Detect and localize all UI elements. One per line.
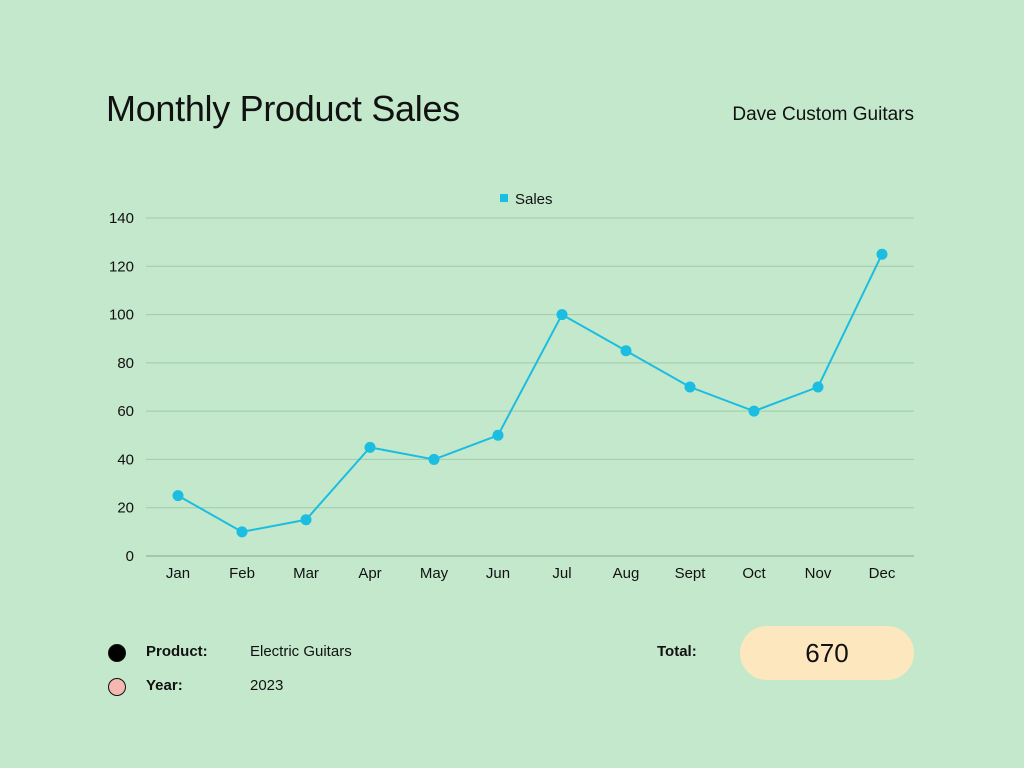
y-tick-label: 120 — [109, 258, 134, 275]
x-tick-label: Jan — [166, 565, 190, 582]
x-tick-label: Jul — [552, 565, 571, 582]
x-tick-label: Nov — [805, 565, 832, 582]
series-sales — [172, 248, 888, 538]
data-point — [748, 405, 760, 417]
y-tick-label: 140 — [109, 210, 134, 227]
chart-grid — [146, 217, 914, 557]
y-tick-label: 80 — [117, 355, 134, 372]
data-point — [620, 345, 632, 357]
x-axis-ticks: Jan Feb Mar Apr May Jun Jul Aug Sept Oct Nov Dec — [166, 565, 896, 582]
product-value: Electric Guitars — [250, 643, 352, 660]
legend-swatch-sales — [500, 194, 508, 202]
y-tick-label: 0 — [126, 548, 134, 565]
series-line-sales — [177, 253, 883, 533]
data-point — [876, 248, 888, 260]
data-point — [684, 381, 696, 393]
x-tick-label: Feb — [229, 565, 255, 582]
total-value-badge: 670 — [740, 626, 914, 680]
x-tick-label: Dec — [869, 565, 896, 582]
x-tick-label: Apr — [358, 565, 381, 582]
y-axis-ticks: 0 20 40 60 80 100 120 140 — [109, 210, 134, 565]
chart-legend: Sales — [500, 191, 553, 208]
total-label: Total: — [657, 643, 697, 660]
year-value: 2023 — [250, 677, 284, 694]
x-tick-label: Sept — [675, 565, 707, 582]
data-point — [492, 429, 504, 441]
x-tick-label: Oct — [742, 565, 766, 582]
company-name: Dave Custom Guitars — [732, 104, 914, 125]
data-point — [812, 381, 824, 393]
year-dot-icon — [108, 678, 126, 696]
y-tick-label: 60 — [117, 403, 134, 420]
x-tick-label: Jun — [486, 565, 510, 582]
product-label: Product: — [146, 643, 208, 660]
data-point — [236, 526, 248, 538]
x-tick-label: Aug — [613, 565, 640, 582]
product-dot-icon — [108, 644, 126, 662]
y-tick-label: 40 — [117, 451, 134, 468]
data-point — [556, 309, 568, 321]
x-tick-label: Mar — [293, 565, 319, 582]
x-tick-label: May — [420, 565, 449, 582]
data-point — [364, 441, 376, 453]
legend-label-sales: Sales — [515, 191, 553, 208]
year-label: Year: — [146, 677, 183, 694]
page-title: Monthly Product Sales — [106, 88, 460, 129]
data-point — [172, 490, 184, 502]
total-value: 670 — [805, 637, 849, 668]
y-tick-label: 100 — [109, 307, 134, 324]
y-tick-label: 20 — [117, 500, 134, 517]
data-point — [428, 453, 440, 465]
data-point — [300, 514, 312, 526]
